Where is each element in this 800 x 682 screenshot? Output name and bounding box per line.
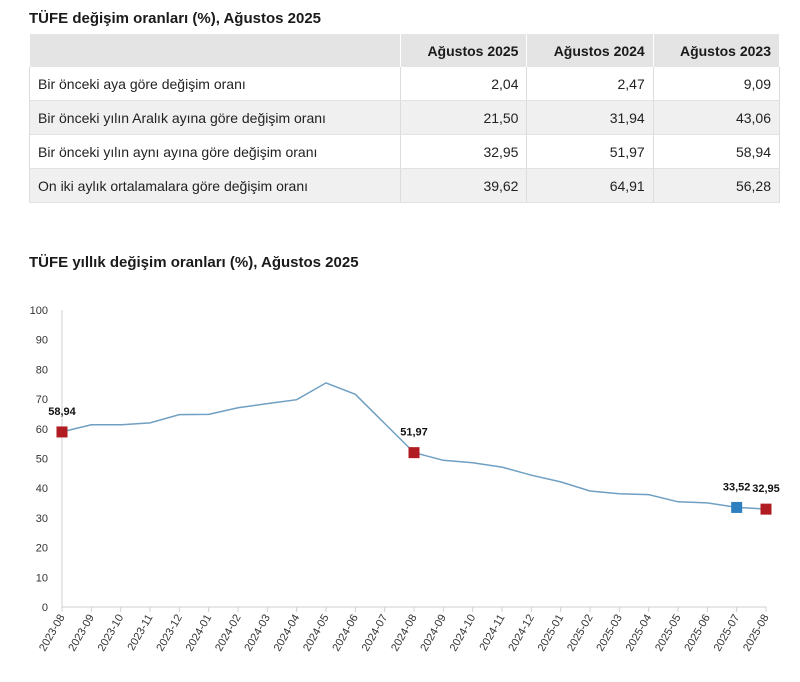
y-tick-label: 10 <box>36 572 48 584</box>
table-cell: 51,97 <box>526 134 654 169</box>
x-tick-label: 2023-11 <box>125 613 155 653</box>
data-label: 32,95 <box>752 483 780 495</box>
y-tick-label: 100 <box>30 305 48 317</box>
x-tick-label: 2024-05 <box>301 613 332 654</box>
table-row-label: Bir önceki yılın Aralık ayına göre değiş… <box>28 100 402 135</box>
y-tick-label: 20 <box>36 543 48 555</box>
x-tick-label: 2025-07 <box>712 613 743 654</box>
table-header-aug-2025: Ağustos 2025 <box>400 34 528 67</box>
series-line-group <box>61 382 767 510</box>
table-cell: 2,47 <box>526 67 654 101</box>
x-tick-label: 2024-09 <box>418 613 449 654</box>
table-cell: 31,94 <box>526 100 654 135</box>
table-cell: 43,06 <box>653 100 781 135</box>
table-cell: 32,95 <box>400 134 528 169</box>
y-tick-label: 70 <box>36 394 48 406</box>
table-row: Bir önceki aya göre değişim oranı 2,04 2… <box>28 67 781 101</box>
x-tick-label: 2024-11 <box>477 613 507 653</box>
table-row: On iki aylık ortalamalara göre değişim o… <box>28 168 781 203</box>
table-header-row: Ağustos 2025 Ağustos 2024 Ağustos 2023 <box>29 34 781 67</box>
x-tick-label: 2024-04 <box>272 613 303 654</box>
x-tick-label: 2025-05 <box>653 613 684 654</box>
x-tick-label: 2023-12 <box>154 613 185 654</box>
series-line <box>61 382 767 510</box>
x-tick-label: 2024-06 <box>330 613 361 654</box>
y-tick-label: 80 <box>36 364 48 376</box>
table-row-label: On iki aylık ortalamalara göre değişim o… <box>28 168 402 203</box>
table-cell: 58,94 <box>653 134 781 169</box>
table-cell: 56,28 <box>653 168 781 203</box>
highlight-marker <box>56 426 68 438</box>
x-tick-label: 2023-09 <box>66 613 97 654</box>
table-row-label: Bir önceki aya göre değişim oranı <box>28 67 402 101</box>
table-row-label: Bir önceki yılın aynı ayına göre değişim… <box>28 134 402 169</box>
highlight-marker <box>731 501 743 513</box>
data-label: 58,94 <box>48 406 76 418</box>
highlight-marker <box>760 503 772 515</box>
table-cell: 39,62 <box>400 168 528 203</box>
table-header-aug-2024: Ağustos 2024 <box>526 34 654 67</box>
y-tick-label: 0 <box>42 602 48 614</box>
data-label: 33,52 <box>723 481 751 493</box>
x-tick-label: 2025-08 <box>741 613 772 654</box>
table-title: TÜFE değişim oranları (%), Ağustos 2025 <box>29 10 322 27</box>
x-tick-label: 2023-10 <box>96 613 127 654</box>
x-tick-label: 2025-04 <box>624 613 655 654</box>
y-tick-label: 60 <box>36 424 48 436</box>
x-tick-label: 2025-06 <box>682 613 713 654</box>
x-tick-label: 2025-01 <box>536 613 567 654</box>
table-header-aug-2023: Ağustos 2023 <box>653 34 781 67</box>
table-cell: 2,04 <box>400 67 528 101</box>
x-tick-label: 2023-08 <box>37 613 68 654</box>
y-tick-label: 30 <box>36 513 48 525</box>
table-row: Bir önceki yılın aynı ayına göre değişim… <box>28 134 781 169</box>
inflation-table: Ağustos 2025 Ağustos 2024 Ağustos 2023 B… <box>28 34 781 203</box>
x-tick-label: 2024-02 <box>213 613 244 654</box>
x-tick-label: 2024-08 <box>389 613 420 654</box>
x-tick-label: 2024-01 <box>184 613 215 654</box>
data-label: 51,97 <box>400 427 428 439</box>
x-tick-label: 2024-12 <box>506 613 537 654</box>
x-tick-label: 2025-03 <box>594 613 625 654</box>
table-cell: 9,09 <box>653 67 781 101</box>
table-cell: 21,50 <box>400 100 528 135</box>
table-header-blank <box>29 34 402 67</box>
x-tick-label: 2024-10 <box>448 613 479 654</box>
table-row: Bir önceki yılın Aralık ayına göre değiş… <box>28 100 781 135</box>
y-tick-label: 40 <box>36 483 48 495</box>
x-tick-label: 2024-03 <box>242 613 273 654</box>
y-tick-label: 50 <box>36 454 48 466</box>
highlight-marker <box>408 447 420 459</box>
highlight-markers: 58,94 51,97 33,52 32,95 <box>48 406 780 515</box>
chart-title: TÜFE yıllık değişim oranları (%), Ağusto… <box>29 254 359 271</box>
x-tick-label: 2025-02 <box>565 613 596 654</box>
x-tick-label: 2024-07 <box>360 613 391 654</box>
y-axis: 0 10 20 30 40 50 60 70 80 90 100 <box>30 305 63 614</box>
y-tick-label: 90 <box>36 335 48 347</box>
table-cell: 64,91 <box>526 168 654 203</box>
